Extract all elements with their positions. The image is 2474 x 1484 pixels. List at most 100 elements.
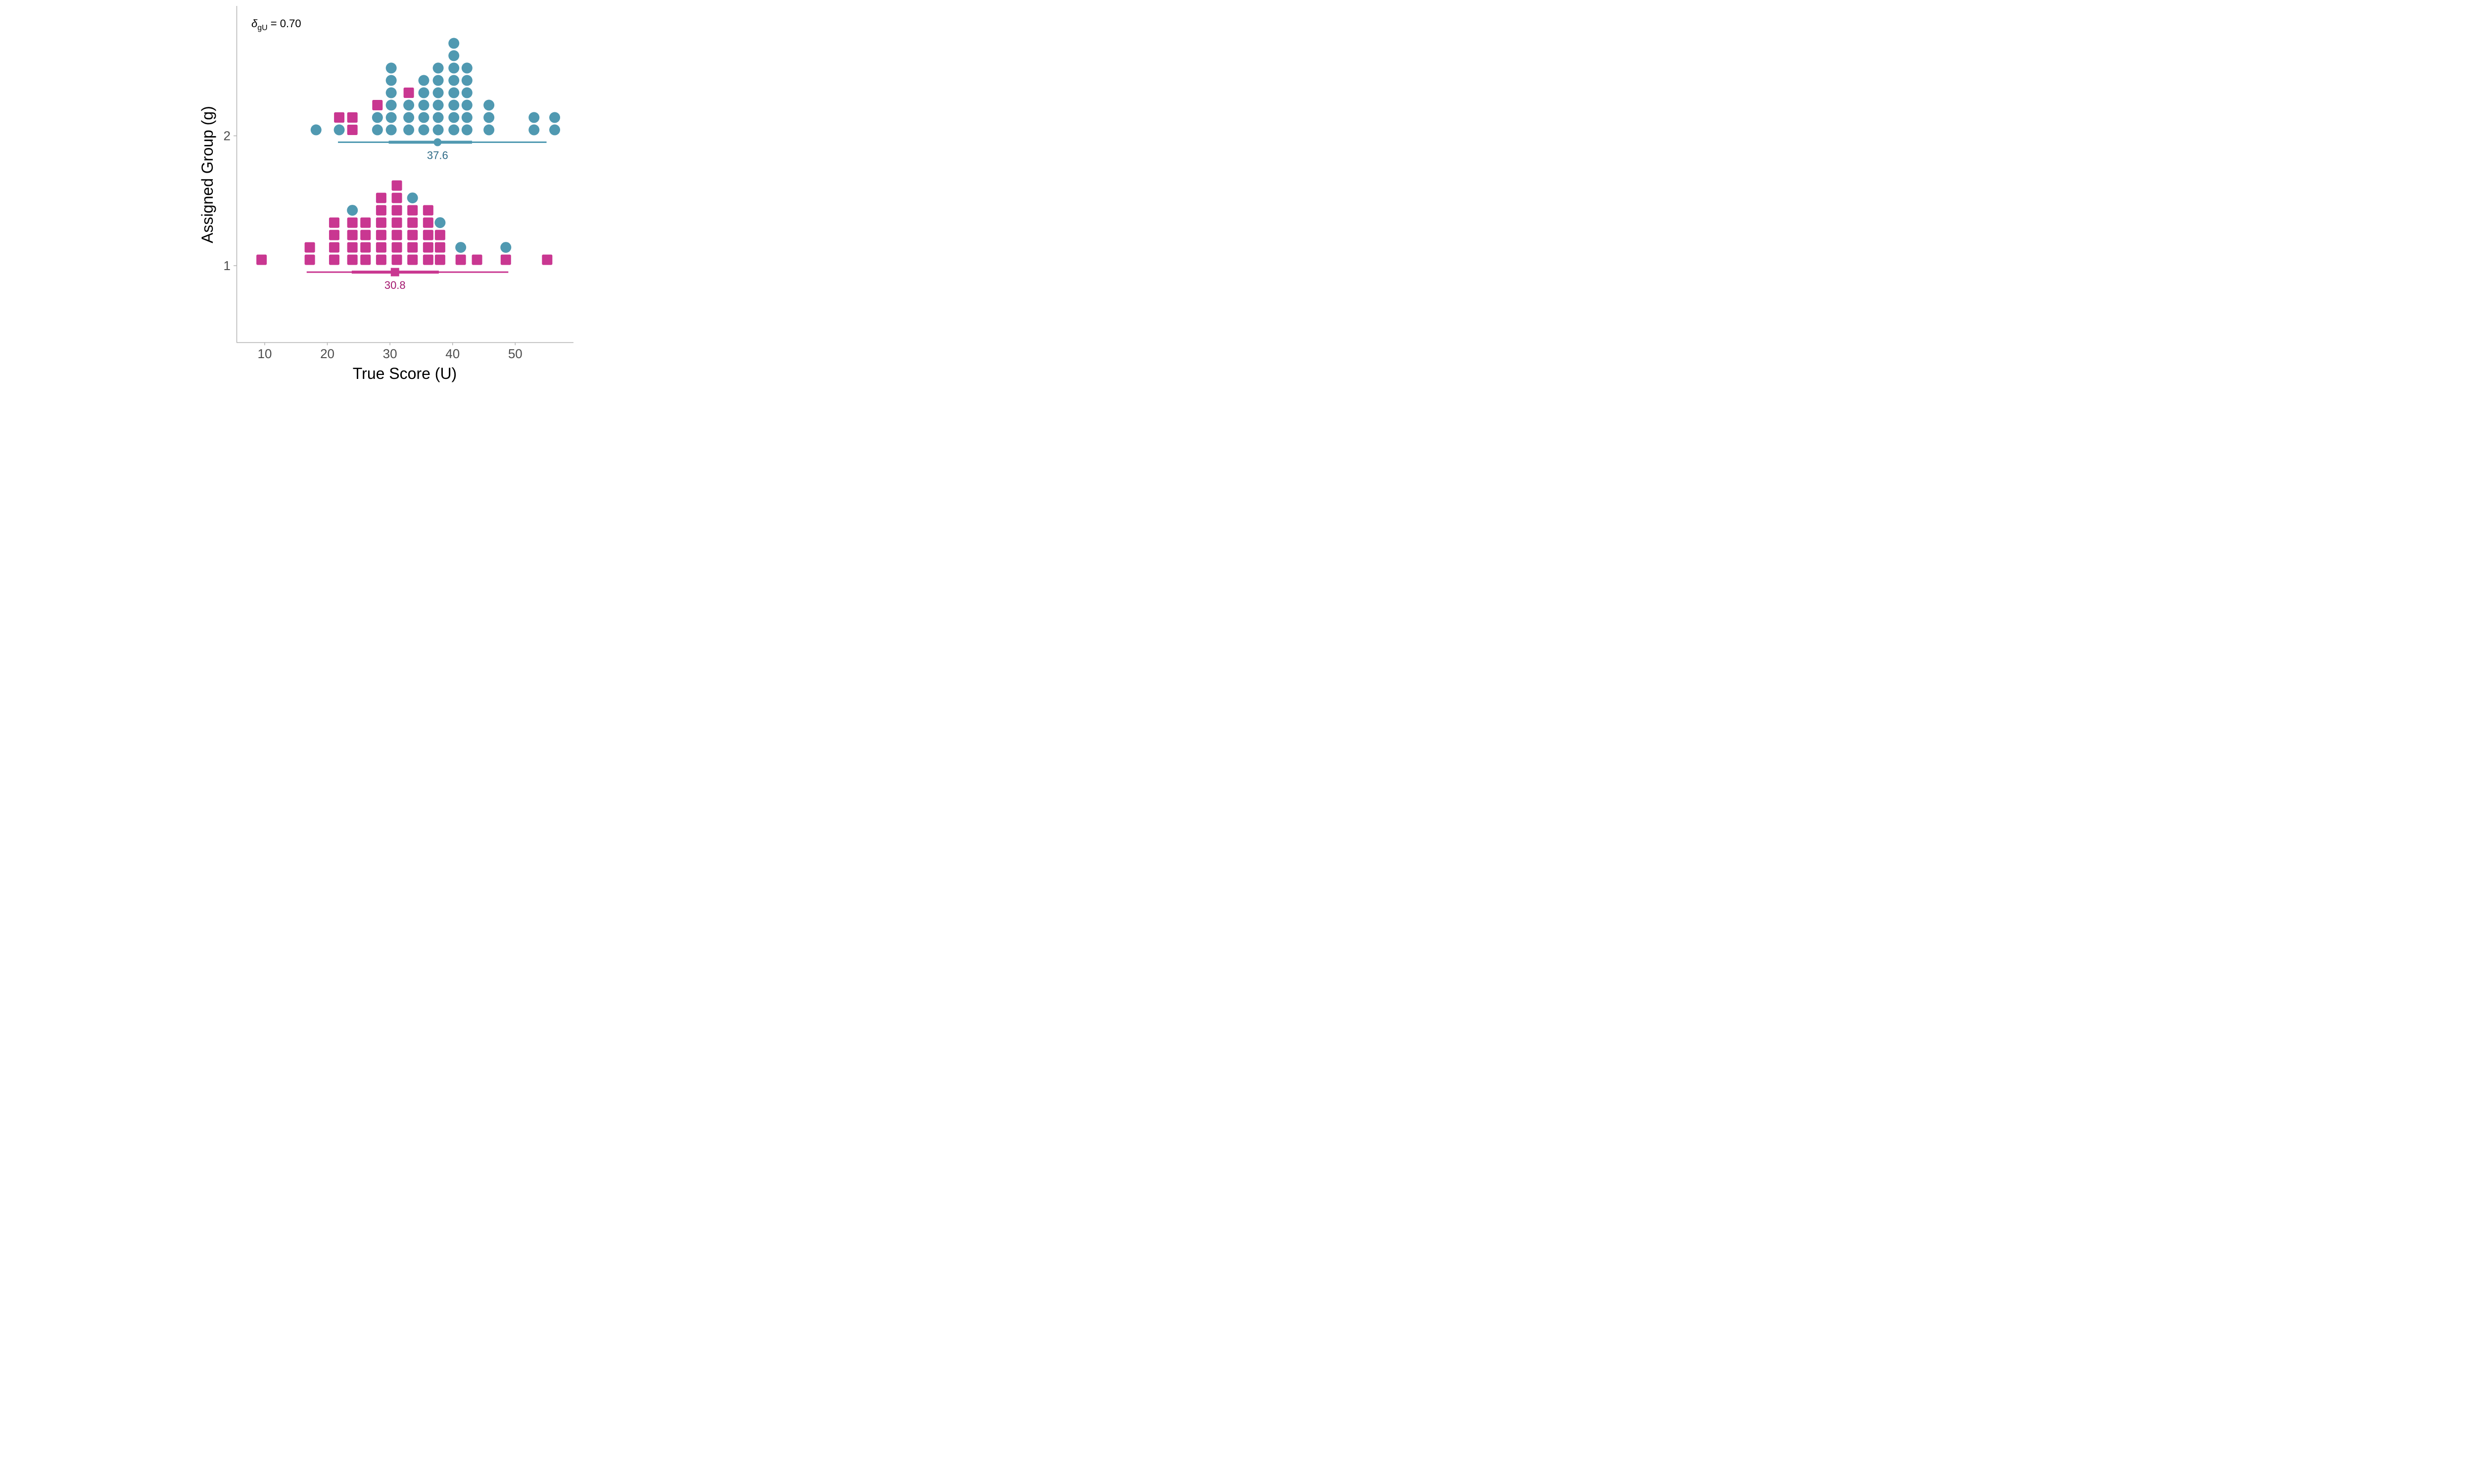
group-1-data-point xyxy=(376,254,386,265)
x-ticks: 10 20 30 40 50 xyxy=(258,342,523,361)
group-2-data-point xyxy=(549,124,561,136)
group-2-data-point xyxy=(461,75,473,86)
group-1-data-point xyxy=(472,254,482,265)
group-1-data-point xyxy=(376,230,386,240)
group-1-data-point xyxy=(391,192,402,203)
group-1-data-point xyxy=(542,254,553,265)
group-2-data-point xyxy=(432,87,444,98)
group-2-data-point xyxy=(483,99,495,111)
group-2-data-point xyxy=(448,124,460,136)
group-2-data-point xyxy=(418,87,429,98)
group-2-data-point xyxy=(347,112,358,123)
group-1-data-point xyxy=(434,242,445,253)
group-1-data-point xyxy=(423,230,433,240)
group-1-data-point xyxy=(391,242,402,253)
group-2-data-point xyxy=(385,124,397,136)
group-1-mean-label: 30.8 xyxy=(384,279,406,291)
group-2-data-point xyxy=(432,112,444,123)
group-2-data-point xyxy=(528,112,540,123)
group-2-data-point xyxy=(432,75,444,86)
group-2-data-point xyxy=(403,88,414,98)
group-2-data-point xyxy=(448,38,460,49)
group-1-data-point xyxy=(360,217,371,228)
group-1-data-point xyxy=(347,254,358,265)
group-2-data-point xyxy=(461,99,473,111)
group-2-data-point xyxy=(461,112,473,123)
group-1-data-point xyxy=(455,242,467,253)
markers xyxy=(256,38,561,265)
group-2-mean-point xyxy=(433,138,442,146)
group-2-data-point xyxy=(448,75,460,86)
group-1-mean-point xyxy=(390,268,399,277)
group-1-data-point xyxy=(376,242,386,253)
x-tick-label: 10 xyxy=(258,346,272,361)
group-2-data-point xyxy=(461,62,473,74)
intervals xyxy=(306,138,547,277)
group-1-data-point xyxy=(407,217,418,228)
group-1-data-point xyxy=(423,205,433,216)
group-2-data-point xyxy=(418,124,429,136)
group-1-data-point xyxy=(256,254,267,265)
effect-size-subscript: gU xyxy=(257,24,267,32)
group-1-data-point xyxy=(376,217,386,228)
group-2-data-point xyxy=(432,99,444,111)
group-2-data-point xyxy=(385,62,397,74)
group-1-data-point xyxy=(360,242,371,253)
group-1-data-point xyxy=(434,254,445,265)
effect-size-symbol: δ xyxy=(251,17,258,30)
x-tick-label: 30 xyxy=(383,346,397,361)
group-1-data-point xyxy=(329,230,339,240)
group-1-data-point xyxy=(407,205,418,216)
group-1-data-point xyxy=(347,230,358,240)
group-1-data-point xyxy=(407,192,418,204)
group-1-data-point xyxy=(347,242,358,253)
group-2-data-point xyxy=(403,124,415,136)
group-1-data-point xyxy=(360,254,371,265)
group-1-data-point xyxy=(329,242,339,253)
dot-plot-chart: 10 20 30 40 50 12 37.630.8 True Score (U) As… xyxy=(198,6,573,382)
x-tick-label: 50 xyxy=(508,346,523,361)
group-1-data-point xyxy=(376,205,386,216)
effect-size-value: = 0.70 xyxy=(268,17,301,30)
effect-size-annotation: δgU = 0.70 xyxy=(251,17,301,32)
group-2-data-point xyxy=(333,124,345,136)
mean-labels: 37.6 30.8 xyxy=(384,149,448,292)
group-1-data-point xyxy=(304,254,315,265)
group-1-data-point xyxy=(304,242,315,253)
y-tick-label: 2 xyxy=(224,129,231,143)
group-2-data-point xyxy=(483,124,495,136)
group-2-data-point xyxy=(448,112,460,123)
group-1-data-point xyxy=(347,205,358,216)
group-2-data-point xyxy=(549,112,561,123)
group-2-data-point xyxy=(448,87,460,98)
group-2-data-point xyxy=(448,99,460,111)
group-2-data-point xyxy=(385,75,397,86)
group-2-data-point xyxy=(528,124,540,136)
group-1-data-point xyxy=(347,217,358,228)
group-1-data-point xyxy=(391,254,402,265)
group-1-data-point xyxy=(391,217,402,228)
group-2-data-point xyxy=(372,124,383,136)
group-2-data-point xyxy=(418,99,429,111)
group-2-data-point xyxy=(385,87,397,98)
group-2-data-point xyxy=(461,87,473,98)
axes xyxy=(236,6,573,343)
group-2-data-point xyxy=(403,99,415,111)
group-2-data-point xyxy=(310,124,322,136)
y-ticks: 12 xyxy=(224,129,237,273)
group-1-data-point xyxy=(407,254,418,265)
group-2-data-point xyxy=(448,50,460,61)
group-1-data-point xyxy=(455,254,466,265)
group-1-data-point xyxy=(360,230,371,240)
group-1-data-point xyxy=(407,242,418,253)
group-2-data-point xyxy=(347,125,358,136)
group-1-data-point xyxy=(391,205,402,216)
group-2-data-point xyxy=(418,112,429,123)
group-2-data-point xyxy=(385,99,397,111)
group-2-data-point xyxy=(403,112,415,123)
group-2-mean-label: 37.6 xyxy=(427,149,448,162)
group-2-data-point xyxy=(372,112,383,123)
group-1-data-point xyxy=(423,242,433,253)
group-2-data-point xyxy=(372,100,383,111)
group-1-data-point xyxy=(329,217,339,228)
